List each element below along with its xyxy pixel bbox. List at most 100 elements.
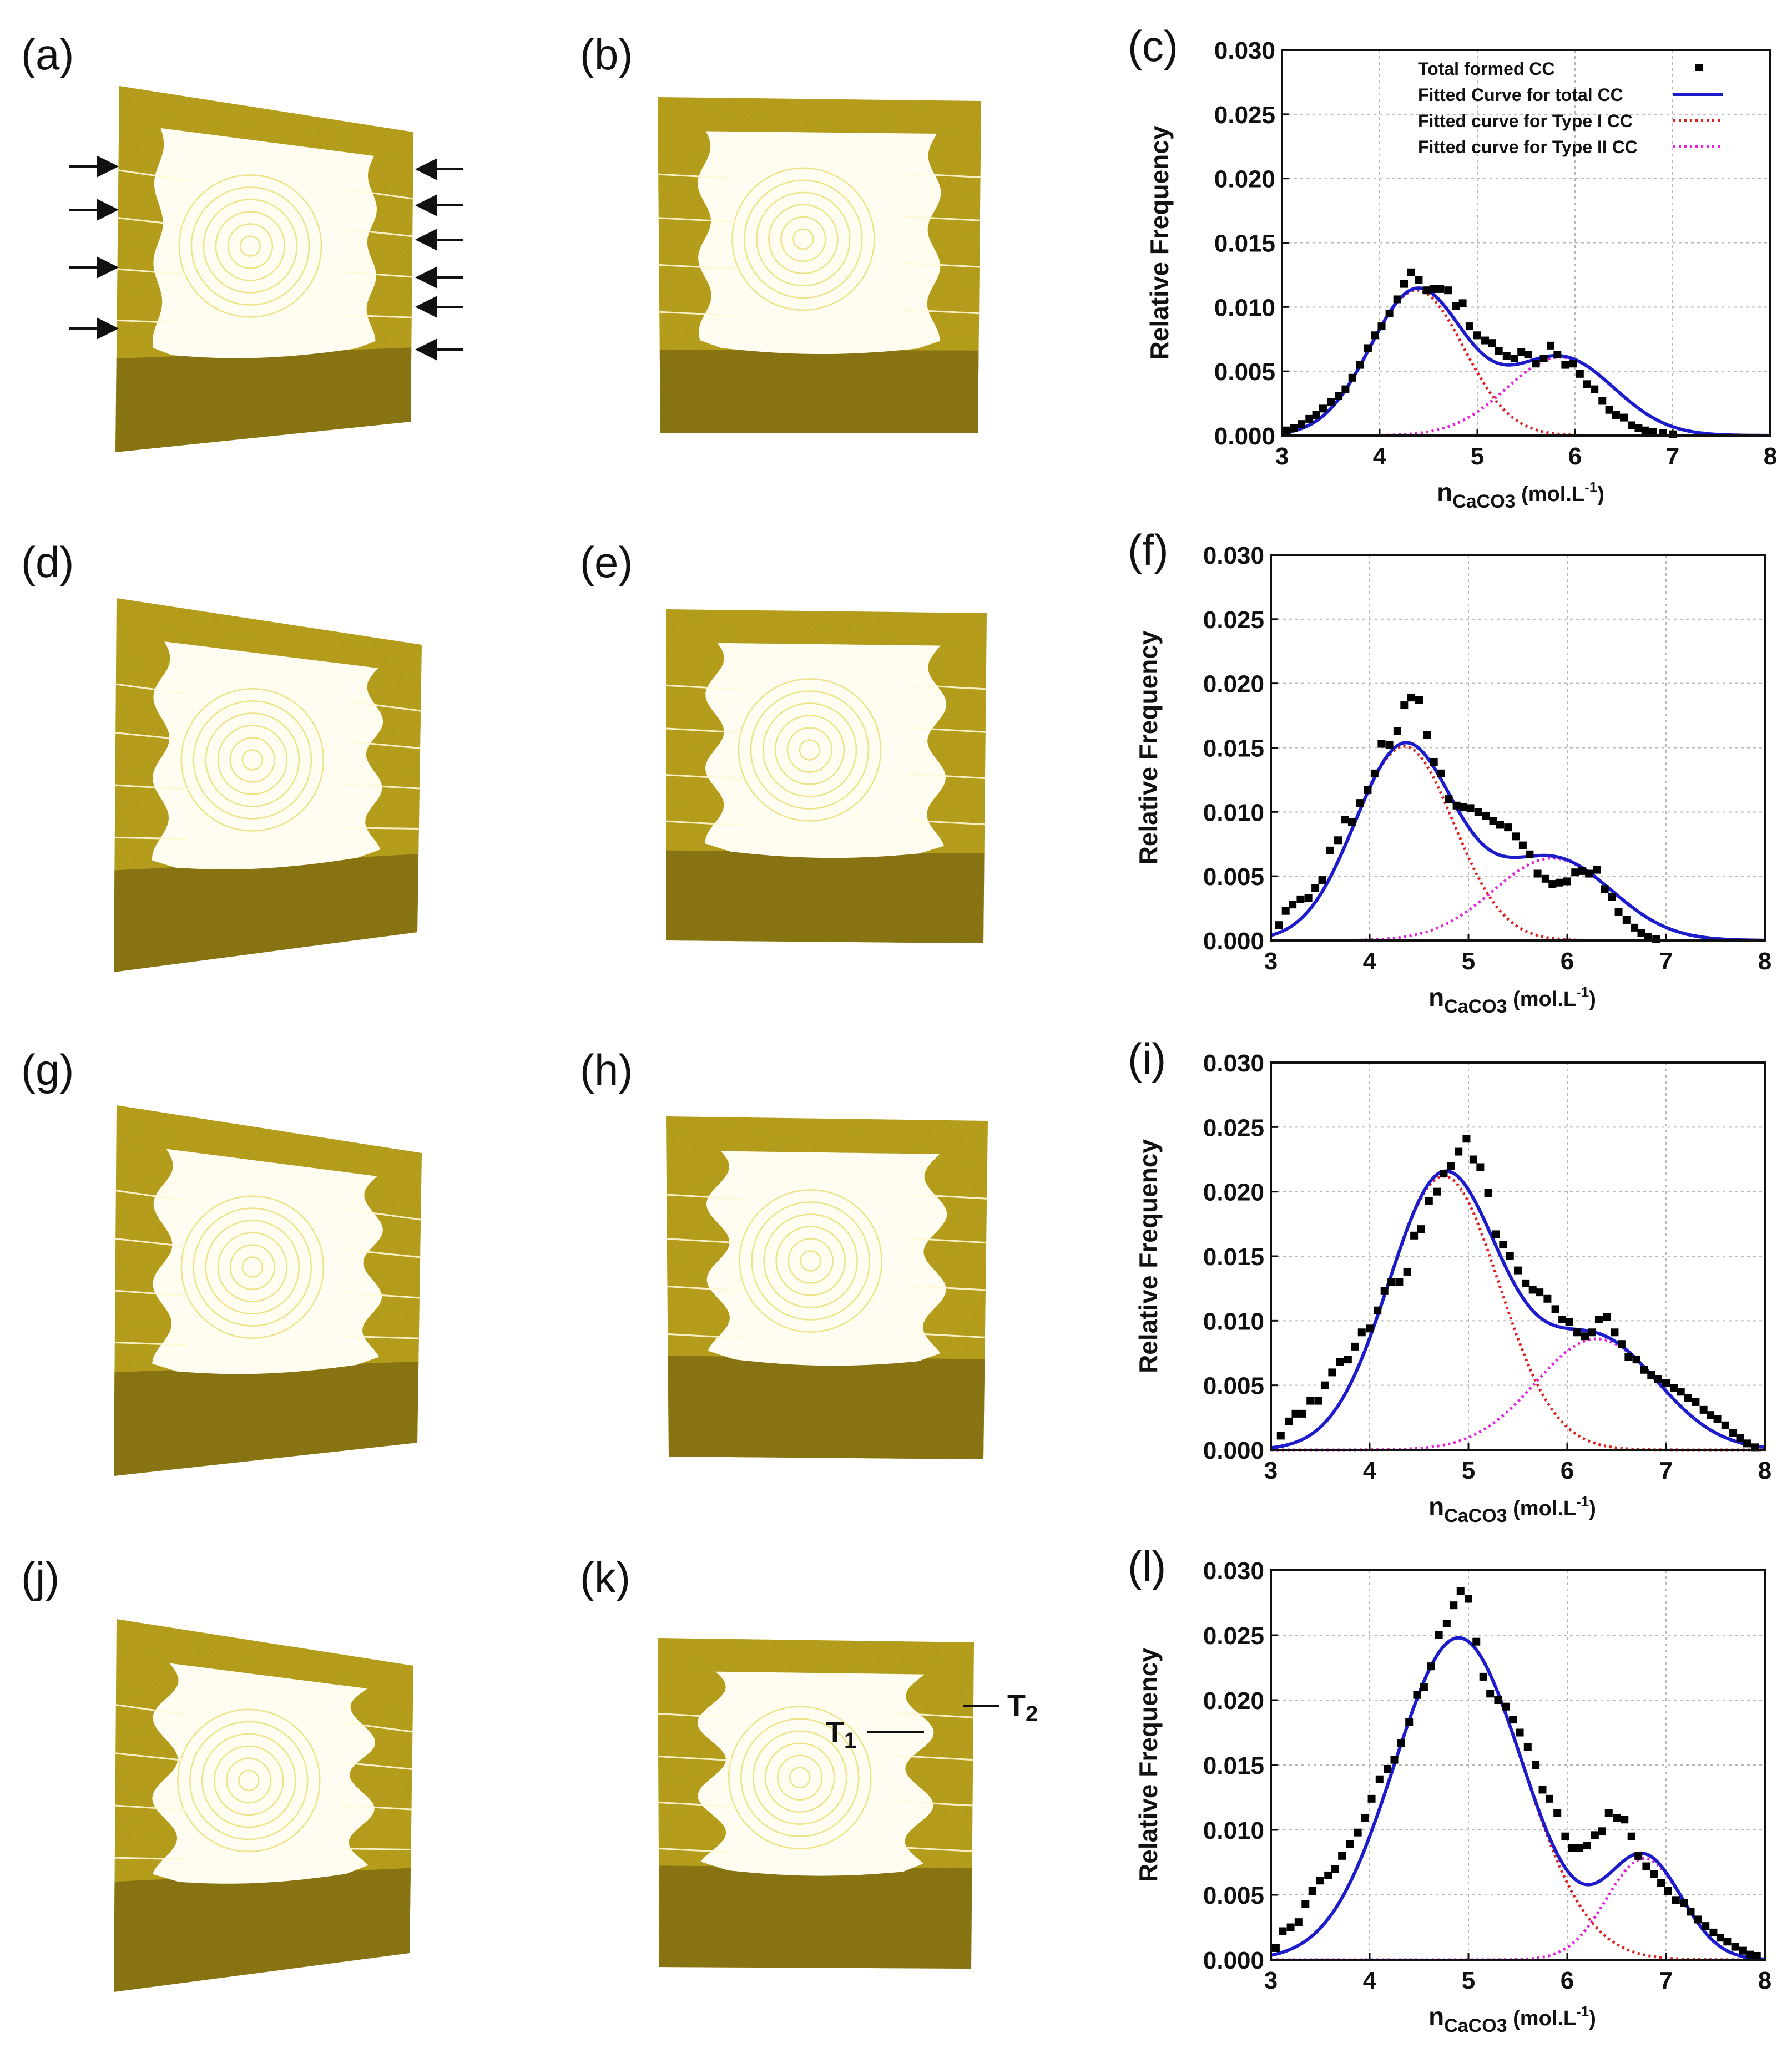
legend-entry-2: Fitted Curve for total CC [1418, 85, 1623, 105]
data-point [1370, 769, 1379, 777]
data-point [1377, 322, 1386, 331]
data-point [1637, 929, 1645, 937]
data-point [1499, 1241, 1507, 1249]
data-point [1657, 1879, 1665, 1887]
data-point [1482, 812, 1491, 820]
data-point [1374, 1306, 1382, 1314]
data-point [1415, 276, 1423, 284]
x-tick-label: 5 [1471, 443, 1484, 470]
data-point [1640, 1366, 1648, 1374]
data-point [1614, 908, 1623, 917]
data-point [1502, 352, 1511, 360]
data-point [1395, 1278, 1404, 1286]
x-tick-label: 3 [1275, 443, 1289, 470]
data-point [1721, 1421, 1729, 1429]
data-point [1405, 1718, 1414, 1726]
y-tick-label: 0.005 [1203, 1373, 1264, 1400]
data-point [1641, 426, 1649, 434]
data-point [1551, 1305, 1559, 1313]
x-tick-label: 7 [1666, 443, 1679, 470]
data-point [1423, 731, 1431, 739]
x-tick-label: 5 [1462, 1967, 1475, 1994]
data-point [1316, 1877, 1324, 1885]
data-point [1445, 795, 1453, 803]
panel-label-l: (l) [1128, 1542, 1166, 1591]
data-point [1561, 361, 1569, 369]
data-point [1452, 801, 1461, 810]
data-point [1699, 1405, 1708, 1414]
data-point [1375, 1775, 1384, 1783]
data-point [1672, 1896, 1680, 1904]
data-point [1361, 1814, 1369, 1822]
data-point [1585, 869, 1593, 878]
data-point [1603, 1313, 1611, 1321]
chart-l: 3 4 5 6 7 8 0.000 0.005 0.010 0.015 0.020 0.025 0.03… [1134, 1558, 1771, 2036]
y-tick-label: 0.030 [1203, 1050, 1264, 1077]
data-point [1440, 1170, 1448, 1178]
data-point [1314, 1397, 1322, 1405]
data-point [1532, 360, 1540, 368]
x-axis-label: nCaCO3 (mol.L-1) [1428, 2002, 1596, 2036]
data-point [1356, 799, 1364, 807]
data-point [1524, 351, 1532, 359]
data-point [1290, 424, 1298, 432]
data-point [1474, 808, 1482, 816]
data-point [1400, 280, 1408, 288]
data-point [1652, 935, 1660, 943]
x-tick-label: 8 [1764, 443, 1777, 470]
y-axis-label: Relative Frequency [1134, 1648, 1163, 1882]
data-point [1644, 933, 1652, 941]
y-tick-label: 0.010 [1203, 1308, 1264, 1335]
x-tick-label: 5 [1462, 1457, 1475, 1484]
panel-label-i: (i) [1128, 1034, 1166, 1083]
y-axis-label: Relative Frequency [1145, 125, 1174, 360]
panel-label-a: (a) [21, 30, 74, 79]
data-point [1731, 1943, 1739, 1951]
data-point [1324, 1871, 1332, 1879]
data-point [1331, 1865, 1339, 1873]
data-point [1351, 1342, 1359, 1351]
total-fit-curve [1270, 1169, 1765, 1450]
data-point [1403, 1267, 1411, 1276]
data-point [1621, 1816, 1629, 1824]
data-point [1465, 322, 1473, 331]
y-tick-label: 0.025 [1203, 1114, 1264, 1141]
data-point [1746, 1950, 1754, 1959]
y-tick-label: 0.005 [1203, 1882, 1264, 1909]
y-tick-label: 0.015 [1203, 735, 1264, 762]
x-axis-label: nCaCO3 (mol.L-1) [1428, 983, 1596, 1017]
y-tick-label: 0.005 [1214, 358, 1275, 386]
data-point [1594, 1316, 1603, 1324]
data-point [1312, 411, 1320, 419]
data-point [1442, 1619, 1451, 1627]
sample-image-k [658, 1638, 974, 1969]
data-point [1571, 868, 1579, 877]
data-point [1410, 1231, 1419, 1240]
data-point [1538, 1786, 1547, 1794]
data-point [1568, 1844, 1576, 1852]
x-tick-label: 4 [1363, 948, 1377, 975]
y-tick-label: 0.030 [1214, 37, 1275, 64]
x-tick-label: 4 [1363, 1967, 1377, 1994]
data-point [1335, 392, 1343, 400]
crack-arrows [69, 155, 463, 361]
data-point [1341, 385, 1350, 393]
data-point [1622, 916, 1631, 924]
x-tick-label: 6 [1561, 948, 1574, 975]
data-point [1510, 355, 1518, 362]
y-axis-label: Relative Frequency [1134, 1139, 1163, 1373]
legend-entry-4: Fitted curve for Type II CC [1418, 137, 1638, 157]
data-point [1578, 867, 1586, 875]
data-points [1275, 694, 1660, 943]
y-tick-label: 0.010 [1203, 799, 1264, 826]
data-point [1357, 1328, 1366, 1337]
data-point [1446, 1162, 1455, 1170]
data-point [1563, 877, 1571, 886]
data-point [1631, 923, 1639, 932]
data-point [1716, 1934, 1724, 1942]
data-point [1598, 1827, 1606, 1835]
sample-image-d [114, 598, 422, 972]
x-tick-label: 6 [1561, 1967, 1574, 1994]
data-point [1693, 1915, 1702, 1924]
data-point [1612, 411, 1620, 419]
